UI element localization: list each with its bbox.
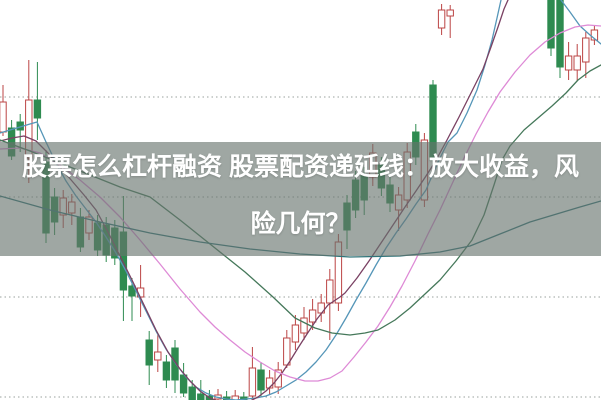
candle-up — [308, 309, 317, 323]
headline-line-1: 股票怎么杠杆融资 股票配资递延线：放大收益，风 — [22, 153, 579, 181]
candle-up — [437, 9, 446, 29]
candle-down — [171, 347, 179, 381]
candle-down — [188, 386, 196, 400]
candle-down — [179, 374, 188, 394]
candle-up — [564, 55, 573, 71]
candle-up — [446, 9, 454, 17]
candle-up — [0, 101, 7, 133]
candle-up — [573, 55, 581, 71]
candle-up — [231, 395, 239, 400]
candle-up — [154, 351, 162, 361]
candle-up — [291, 324, 300, 343]
candle-up — [590, 29, 599, 41]
candle-up — [326, 279, 334, 304]
candle-up — [300, 317, 308, 334]
candle-up — [283, 337, 291, 366]
candle-up — [582, 37, 590, 63]
candle-up — [248, 367, 257, 397]
candle-down — [128, 285, 136, 297]
candle-down — [145, 339, 153, 366]
candle-down — [33, 99, 42, 119]
candle-down — [162, 361, 171, 381]
candle-down — [197, 393, 205, 400]
headline-overlay-band: 股票怎么杠杆融资 股票配资递延线：放大收益，风 险几何？ — [0, 142, 601, 256]
candle-down — [547, 0, 555, 49]
headline-line-2: 险几何？ — [250, 210, 351, 238]
candle-down — [257, 369, 265, 391]
